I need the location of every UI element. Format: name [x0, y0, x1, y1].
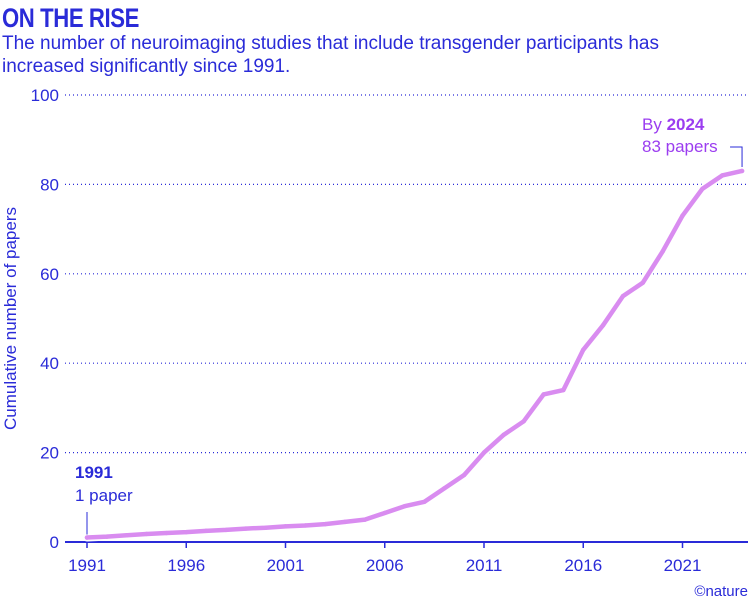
data-point-2014	[541, 392, 546, 397]
data-point-2013	[521, 419, 526, 424]
y-tick-label-20: 20	[40, 444, 59, 463]
y-tick-label-80: 80	[40, 175, 59, 194]
data-point-2007	[402, 504, 407, 509]
data-point-2017	[600, 323, 606, 328]
data-point-2021	[680, 213, 685, 218]
data-point-2004	[342, 519, 348, 525]
data-point-1996	[184, 529, 189, 535]
y-tick-label-0: 0	[50, 533, 59, 552]
x-tick-label-2021: 2021	[664, 556, 702, 575]
y-tick-label-60: 60	[40, 265, 59, 284]
data-point-1997	[203, 528, 209, 534]
series-line	[84, 168, 745, 540]
end-annotation-year: 2024	[667, 115, 705, 134]
chart-subtitle: The number of neuroimaging studies that …	[2, 33, 659, 77]
data-point-2010	[461, 472, 467, 478]
series-line-group	[83, 166, 747, 542]
end-annotation-leader	[730, 146, 743, 167]
x-tick-label-1996: 1996	[167, 556, 205, 575]
data-point-2005	[362, 517, 368, 522]
data-point-2008	[422, 499, 427, 504]
y-tick-label-100: 100	[31, 86, 59, 105]
x-tick-label-2006: 2006	[366, 556, 404, 575]
data-point-2022	[700, 186, 705, 192]
x-axis-ticks: 1991 1996 2001 2006 2011 2016 2021	[68, 542, 701, 575]
start-annotation-text: 1 paper	[75, 486, 133, 505]
series-line-halo	[83, 166, 747, 542]
end-annotation-prefix: By	[642, 115, 667, 134]
x-tick-label-1991: 1991	[68, 556, 106, 575]
y-tick-label-40: 40	[40, 354, 59, 373]
data-point-2020	[660, 249, 665, 254]
x-tick-label-2016: 2016	[564, 556, 602, 575]
data-point-1992	[104, 534, 110, 539]
data-point-2009	[442, 486, 447, 491]
data-point-2016	[581, 347, 586, 352]
data-point-2006	[382, 510, 387, 516]
data-point-1993	[124, 533, 129, 538]
data-point-2001	[283, 524, 288, 529]
data-point-1994	[144, 531, 149, 537]
x-tick-label-2001: 2001	[267, 556, 305, 575]
chart-title: ON THE RISE	[2, 3, 139, 33]
data-point-2003	[323, 521, 328, 527]
nature-credit: ©nature	[694, 583, 748, 600]
data-point-2012	[501, 432, 507, 437]
data-point-2002	[303, 523, 308, 528]
data-point-1991	[84, 535, 90, 540]
y-axis-ticks: 0 20 40 60 80 100	[31, 86, 59, 552]
data-point-1995	[164, 530, 169, 536]
data-point-1998	[223, 527, 229, 533]
end-annotation-text: 83 papers	[642, 137, 718, 156]
start-annotation-year: 1991	[75, 463, 113, 482]
data-point-2011	[481, 450, 487, 455]
data-point-2019	[640, 280, 645, 285]
data-point-2015	[561, 387, 566, 393]
data-point-2023	[720, 173, 725, 178]
data-point-2018	[620, 293, 626, 299]
data-point-1999	[243, 526, 248, 531]
data-point-2024	[739, 168, 745, 174]
y-axis-title: Cumulative number of papers	[1, 207, 20, 430]
x-tick-label-2011: 2011	[466, 556, 503, 575]
data-point-2000	[263, 525, 268, 530]
end-annotation-year-line: By 2024	[642, 115, 705, 134]
